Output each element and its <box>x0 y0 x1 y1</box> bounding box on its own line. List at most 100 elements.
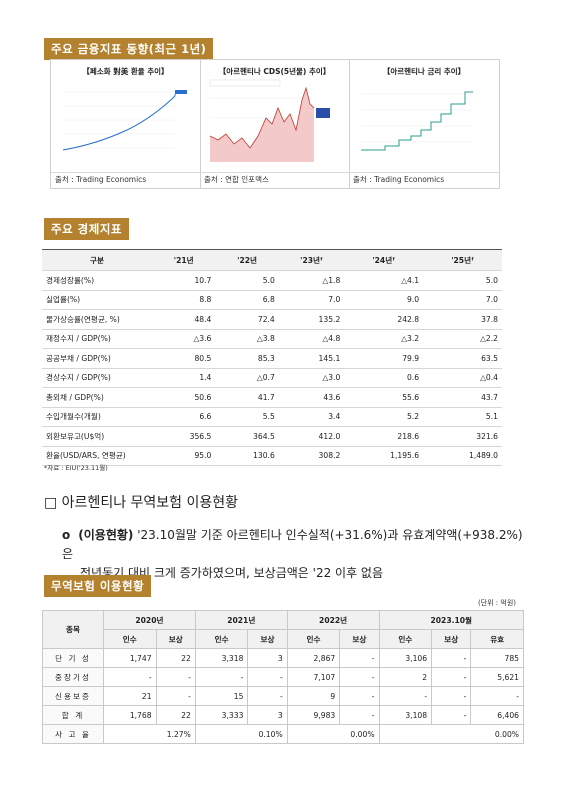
table-cell: 80.5 <box>152 348 216 369</box>
table-cell: 356.5 <box>152 426 216 447</box>
table-cell: 43.6 <box>278 387 345 408</box>
fx-rate-chart-image <box>57 78 193 168</box>
table-cell: 37.8 <box>423 309 502 330</box>
table-cell: 3,108 <box>378 705 433 725</box>
row-label: 신용보증 <box>42 686 104 706</box>
table-cell: △4.1 <box>344 270 424 291</box>
table-cell: △0.4 <box>423 368 502 388</box>
table-row-loss: 사 고 율 1.27% 0.10% 0.00% 0.00% <box>42 724 525 744</box>
column-header: 구분 <box>42 249 152 271</box>
table-cell: 321.6 <box>423 426 502 447</box>
column-header-kind: 종목 <box>42 610 104 649</box>
table-cell: 1.4 <box>152 368 216 388</box>
table-cell: - <box>339 705 380 725</box>
table-cell: 3,106 <box>378 648 433 668</box>
column-header: '21년 <box>152 249 216 271</box>
table-cell: △0.7 <box>215 368 279 388</box>
table-cell: 3,333 <box>194 705 249 725</box>
table-cell: 8.8 <box>152 290 216 310</box>
column-header: '24년ᶠ <box>344 249 424 271</box>
table-cell: 218.6 <box>344 426 424 447</box>
table-cell: 3 <box>247 648 288 668</box>
sub-header: 보상 <box>339 629 380 649</box>
table-cell: 72.4 <box>215 309 279 330</box>
year-header: 2022년 <box>286 610 380 630</box>
table-cell: 2,867 <box>286 648 341 668</box>
panel-source: 출처 : Trading Economics <box>55 175 147 184</box>
table-cell: - <box>339 648 380 668</box>
table-cell: 50.6 <box>152 387 216 408</box>
table-cell: 7,107 <box>286 667 341 687</box>
table-cell: - <box>431 705 472 725</box>
table-row: 환율(USD/ARS, 연평균) 95.0 130.6 308.2 1,195.… <box>42 446 502 466</box>
table-cell: 0.00% <box>378 724 525 744</box>
sub-header: 인수 <box>194 629 249 649</box>
table-row: 단 기 성 1,747 22 3,318 3 2,867 - 3,106 - 7… <box>42 648 524 668</box>
panel-title: 【아르헨티나 금리 추이】 <box>382 67 466 76</box>
table-cell: 3.4 <box>278 407 345 427</box>
table-cell: 10.7 <box>152 270 216 291</box>
trade-insurance-heading: □ 아르헨티나 무역보험 이용현황 <box>44 495 239 511</box>
table-cell: 48.4 <box>152 309 216 330</box>
table-cell: 6.6 <box>152 407 216 427</box>
table-cell: 5,621 <box>470 667 524 687</box>
table-cell: 1,747 <box>103 648 157 668</box>
table-cell: △3.6 <box>152 329 216 349</box>
sub-header: 보상 <box>247 629 288 649</box>
panel-source: 출처 : 연합 인포맥스 <box>204 175 269 184</box>
section-title-economic: 주요 경제지표 <box>44 218 129 240</box>
table-cell: - <box>247 667 288 687</box>
table-cell: - <box>378 686 433 706</box>
table-header-row: 구분 '21년 '22년 '23년ᶠ '24년ᶠ '25년ᶠ <box>42 249 502 271</box>
panel-title: 【페소화 對美 환율 추이】 <box>82 67 169 76</box>
table-cell: 1,768 <box>103 705 157 725</box>
year-header: 2020년 <box>103 610 196 630</box>
table-cell: 9.0 <box>344 290 424 310</box>
table-cell: 41.7 <box>215 387 279 408</box>
table-cell: 135.2 <box>278 309 345 330</box>
table-cell: 3 <box>247 705 288 725</box>
table-cell: △2.2 <box>423 329 502 349</box>
table-cell: △3.8 <box>215 329 279 349</box>
table-cell: 5.5 <box>215 407 279 427</box>
table-cell: 55.6 <box>344 387 424 408</box>
table-row: 공공부채 / GDP(%) 80.5 85.3 145.1 79.9 63.5 <box>42 348 502 369</box>
sub-header: 보상 <box>155 629 196 649</box>
row-label: 단 기 성 <box>42 648 104 668</box>
table-row: 실업률(%) 8.8 6.8 7.0 9.0 7.0 <box>42 290 502 310</box>
table-cell: 63.5 <box>423 348 502 369</box>
year-header: 2023.10월 <box>378 610 525 630</box>
column-header: '23년ᶠ <box>278 249 345 271</box>
interest-rate-chart-image <box>355 78 491 168</box>
sub-header: 인수 <box>103 629 157 649</box>
table-cell: 43.7 <box>423 387 502 408</box>
usage-bold-label: (이용현황) <box>78 528 134 542</box>
table-cell: 145.1 <box>278 348 345 369</box>
sub-header: 유효 <box>470 629 524 649</box>
table-row: 재정수지 / GDP(%) △3.6 △3.8 △4.8 △3.2 △2.2 <box>42 329 502 349</box>
row-label: 공공부채 / GDP(%) <box>42 348 152 369</box>
table-cell: 21 <box>103 686 157 706</box>
table-cell: - <box>431 648 472 668</box>
table-cell: 308.2 <box>278 446 345 466</box>
panel-title: 【아르헨티나 CDS(5년물) 추이】 <box>218 67 331 76</box>
table-cell: △3.0 <box>278 368 345 388</box>
usage-line-1: '23.10월말 기준 아르헨티나 인수실적(+31.6%)과 유효계약액(+9… <box>62 528 523 561</box>
row-label: 합 계 <box>42 705 104 725</box>
indicator-panel: 【페소화 對美 환율 추이】 출처 : Trading Economics 【아… <box>50 59 500 189</box>
cds-chart-image <box>206 78 342 168</box>
economic-indicators-table: 구분 '21년 '22년 '23년ᶠ '24년ᶠ '25년ᶠ 경제성장률(%) … <box>42 249 502 466</box>
table-row: 경상수지 / GDP(%) 1.4 △0.7 △3.0 0.6 △0.4 <box>42 368 502 388</box>
table-cell: - <box>431 686 472 706</box>
table-cell: 1,489.0 <box>423 446 502 466</box>
table-cell: 79.9 <box>344 348 424 369</box>
table-cell: - <box>470 686 524 706</box>
table-cell: - <box>155 667 196 687</box>
row-label: 수입개월수(개월) <box>42 407 152 427</box>
usage-paragraph: o (이용현황) '23.10월말 기준 아르헨티나 인수실적(+31.6%)과 … <box>62 526 532 583</box>
table-cell: - <box>247 686 288 706</box>
table-cell: 22 <box>155 648 196 668</box>
table-cell: - <box>194 667 249 687</box>
row-label: 재정수지 / GDP(%) <box>42 329 152 349</box>
table-cell: 5.1 <box>423 407 502 427</box>
